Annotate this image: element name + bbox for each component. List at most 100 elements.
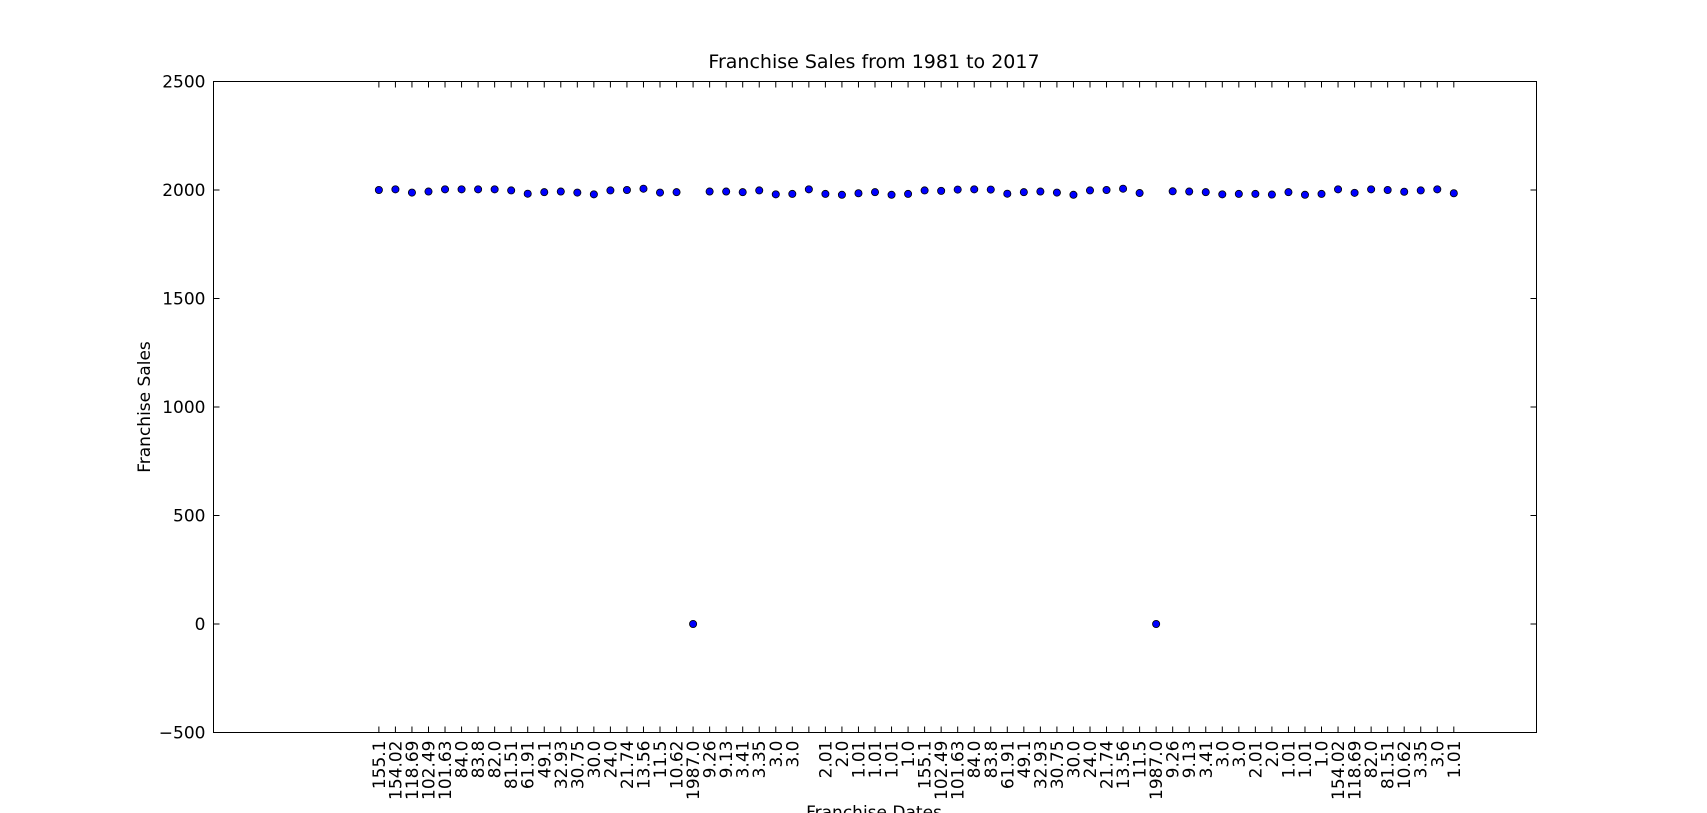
point — [672, 188, 681, 197]
point — [1267, 190, 1276, 199]
x-tick-label: 84.0 — [453, 741, 473, 779]
x-tick-label: 3.41 — [734, 741, 754, 779]
point — [1400, 187, 1409, 196]
x-tick-label: 102.49 — [419, 741, 439, 800]
x-tick-label: 2.0 — [1263, 741, 1283, 768]
x-tick-label: 32.93 — [1031, 741, 1051, 790]
point — [1317, 189, 1326, 198]
y-tick-label: 2000 — [162, 181, 205, 201]
x-tick-label: 21.74 — [1098, 741, 1118, 790]
x-tick-label: 101.63 — [436, 741, 456, 800]
point — [1036, 187, 1045, 196]
x-tick-label: 61.91 — [519, 741, 539, 790]
point — [1334, 185, 1343, 194]
x-tick-label: 83.8 — [469, 741, 489, 779]
point — [1218, 190, 1227, 199]
point — [639, 184, 648, 193]
point — [755, 186, 764, 195]
x-tick-label: 1.01 — [1296, 741, 1316, 779]
point — [1085, 186, 1094, 195]
point — [953, 185, 962, 194]
point — [1433, 185, 1442, 194]
x-tick-label: 2.01 — [1246, 741, 1266, 779]
x-tick-label: 9.26 — [701, 741, 721, 779]
point — [474, 185, 483, 194]
x-tick-label: 2.0 — [833, 741, 853, 768]
x-tick-label: 82.0 — [1362, 741, 1382, 779]
point — [1052, 188, 1061, 197]
point — [407, 188, 416, 197]
x-tick-label: 30.75 — [568, 741, 588, 790]
x-tick-label: 118.69 — [1346, 741, 1366, 800]
x-tick-label: 1.0 — [1313, 741, 1333, 768]
x-tick-label: 11.5 — [651, 741, 671, 779]
point — [1119, 184, 1128, 193]
point — [1449, 189, 1458, 198]
point — [1300, 190, 1309, 199]
point — [1135, 189, 1144, 198]
point — [1350, 188, 1359, 197]
x-tick-label: 3.0 — [1213, 741, 1233, 768]
point — [1284, 188, 1293, 197]
point — [589, 190, 598, 199]
x-tick-label: 81.51 — [1379, 741, 1399, 790]
x-tick-label: 10.62 — [1395, 741, 1415, 790]
y-tick-label: 0 — [195, 615, 206, 635]
x-tick-label: 13.56 — [1114, 741, 1134, 790]
y-tick-label: 1000 — [162, 398, 205, 418]
x-tick-label: 1987.0 — [1147, 741, 1167, 800]
x-tick-label: 102.49 — [932, 741, 952, 800]
point — [490, 185, 499, 194]
x-tick-label: 32.93 — [552, 741, 572, 790]
x-tick-label: 21.74 — [618, 741, 638, 790]
point — [1201, 188, 1210, 197]
x-tick-label: 9.13 — [1180, 741, 1200, 779]
point — [722, 187, 731, 196]
point — [1367, 185, 1376, 194]
point — [937, 186, 946, 195]
x-tick-label: 3.0 — [783, 741, 803, 768]
point — [606, 186, 615, 195]
point — [788, 189, 797, 198]
point — [837, 190, 846, 199]
x-tick-label: 30.0 — [1064, 741, 1084, 779]
x-tick-label: 13.56 — [634, 741, 654, 790]
point — [1168, 187, 1177, 196]
x-tick-label: 49.1 — [535, 741, 555, 779]
point — [986, 185, 995, 194]
chart-title: Franchise Sales from 1981 to 2017 — [708, 51, 1039, 73]
y-tick-label: 2500 — [162, 73, 205, 93]
x-tick-label: 155.1 — [916, 741, 936, 790]
x-tick-label: 2.01 — [816, 741, 836, 779]
point — [424, 187, 433, 196]
point — [689, 620, 698, 629]
x-axis-label: Franchise Dates — [806, 803, 942, 813]
x-tick-label: 10.62 — [668, 741, 688, 790]
x-tick-label: 3.0 — [1428, 741, 1448, 768]
point — [374, 185, 383, 194]
point — [1102, 185, 1111, 194]
x-tick-label: 1.0 — [899, 741, 919, 768]
y-axis-label: Franchise Sales — [135, 341, 155, 473]
x-tick-label: 3.0 — [767, 741, 787, 768]
point — [1003, 189, 1012, 198]
x-tick-label: 1987.0 — [684, 741, 704, 800]
point — [821, 189, 830, 198]
x-tick-label: 154.02 — [386, 741, 406, 800]
point — [441, 185, 450, 194]
x-tick-label: 24.0 — [601, 741, 621, 779]
x-tick-label: 24.0 — [1081, 741, 1101, 779]
point — [705, 187, 714, 196]
x-tick-label: 83.8 — [982, 741, 1002, 779]
point — [573, 188, 582, 197]
y-tick-label: 500 — [173, 507, 205, 527]
point — [854, 189, 863, 198]
point — [1019, 188, 1028, 197]
x-tick-label: 82.0 — [486, 741, 506, 779]
x-tick-label: 118.69 — [403, 741, 423, 800]
point — [622, 185, 631, 194]
x-tick-label: 61.91 — [998, 741, 1018, 790]
point — [457, 185, 466, 194]
x-tick-label: 1.01 — [1279, 741, 1299, 779]
